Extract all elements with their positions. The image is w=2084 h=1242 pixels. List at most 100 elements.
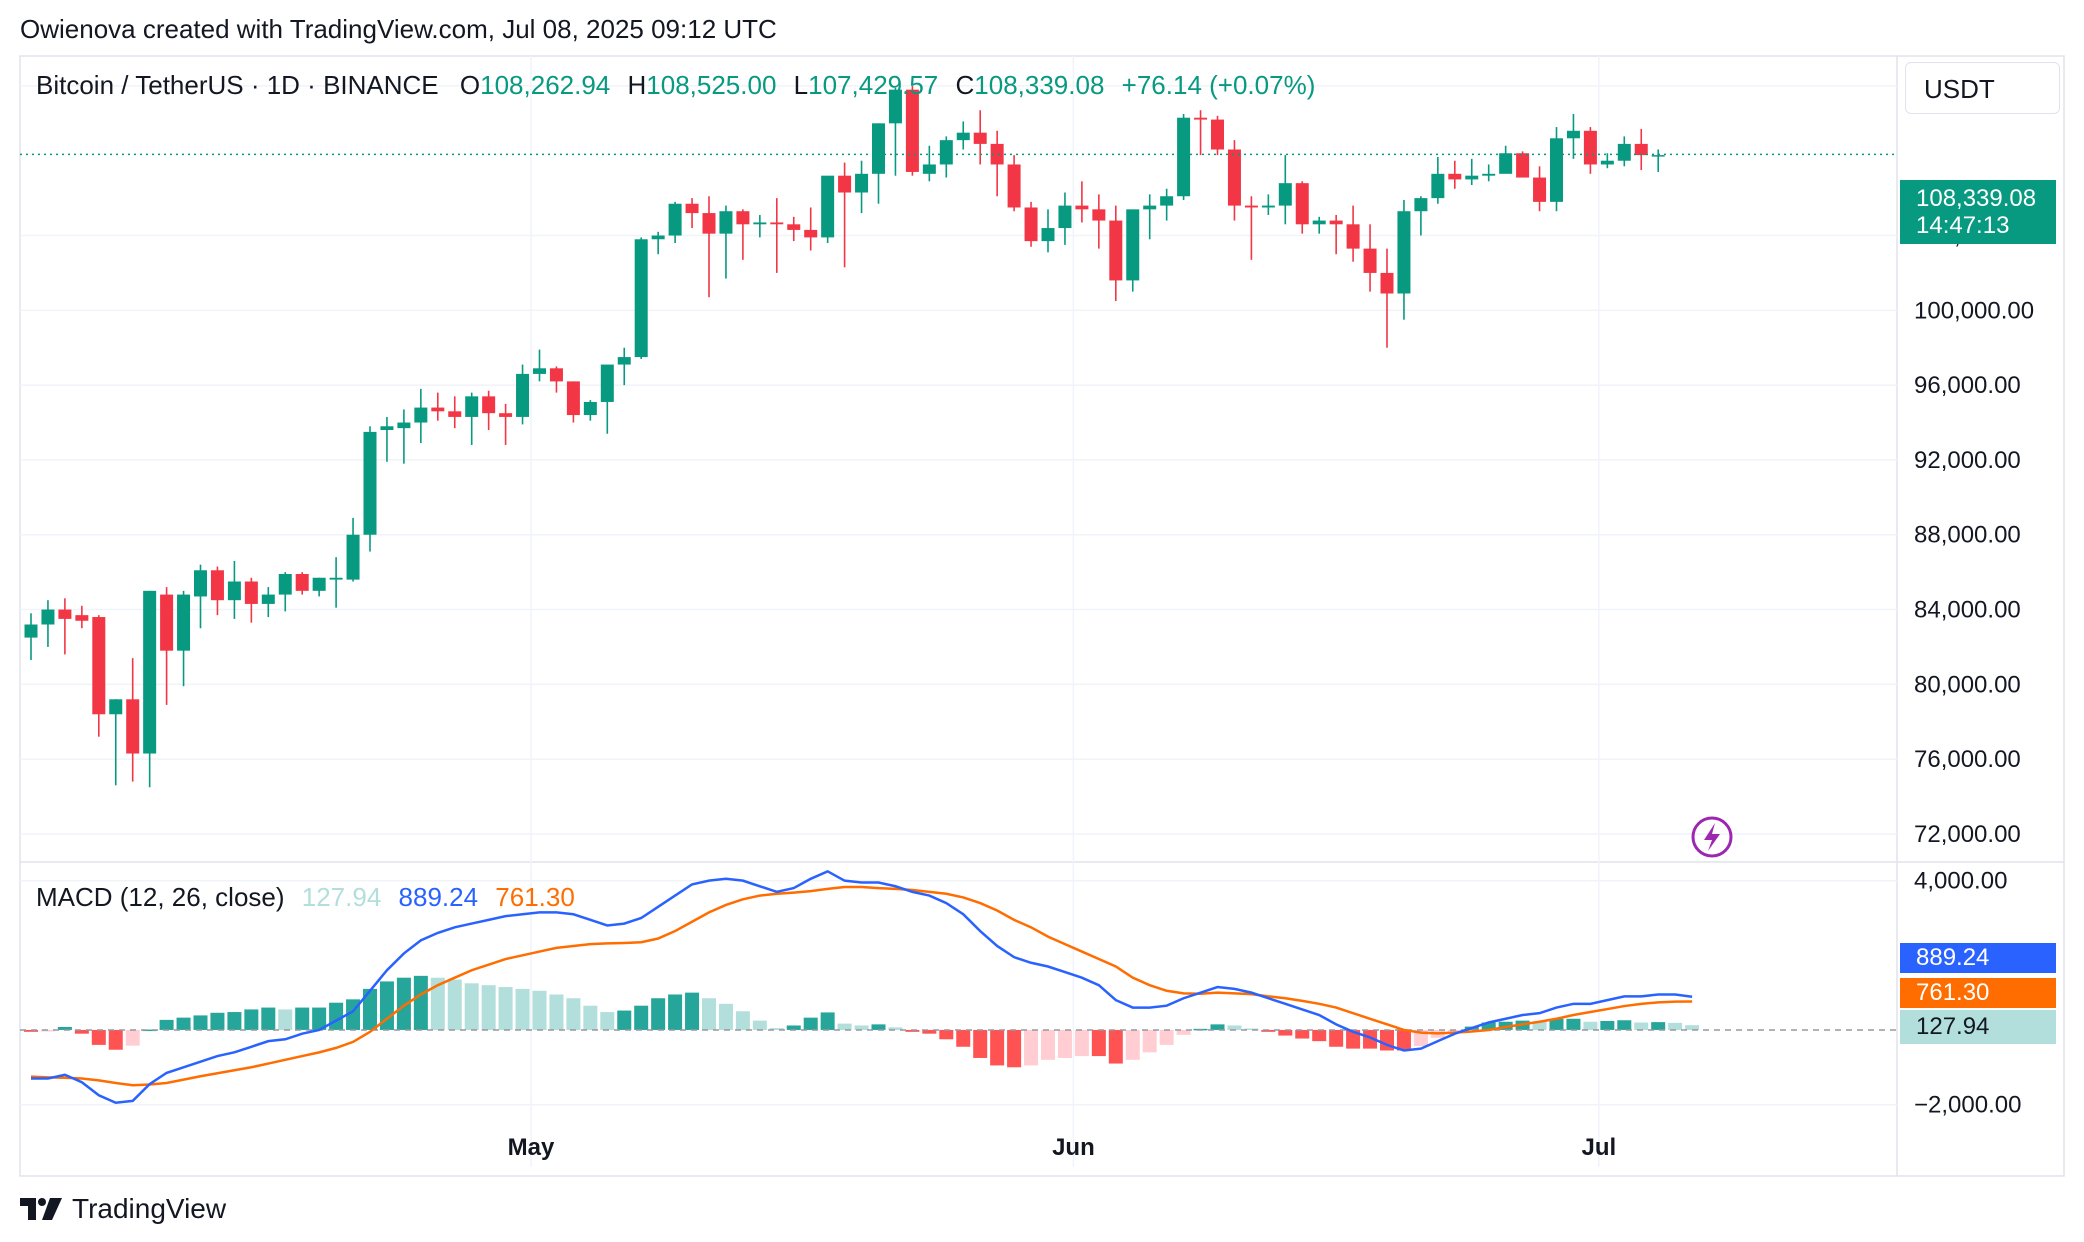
histogram-bar <box>1125 1029 1140 1060</box>
candle-body <box>973 132 987 144</box>
histogram-bar <box>278 1009 293 1030</box>
candle-body <box>1109 220 1123 281</box>
histogram-bar <box>227 1012 242 1030</box>
candle-body <box>1194 117 1208 120</box>
histogram-bar <box>718 1003 733 1030</box>
symbol-title[interactable]: Bitcoin / TetherUS · 1D · BINANCE <box>36 70 439 100</box>
currency-selector[interactable]: USDT <box>1905 62 2060 114</box>
histogram-bar <box>668 994 683 1030</box>
price-tick-label: 72,000.00 <box>1914 821 2021 848</box>
histogram-bar <box>159 1019 174 1030</box>
candle-body <box>1092 209 1106 221</box>
candle-body <box>583 401 597 416</box>
macd-legend: MACD (12, 26, close) 127.94 889.24 761.3… <box>36 882 575 913</box>
lightning-icon[interactable] <box>1691 816 1733 858</box>
histogram-bar <box>1617 1020 1632 1030</box>
histogram-bar <box>939 1029 954 1040</box>
candle-body <box>1346 224 1360 249</box>
histogram-bar <box>1600 1021 1615 1030</box>
open-label: O <box>459 70 481 100</box>
candle-body <box>804 229 818 238</box>
candle-body <box>414 407 428 423</box>
histogram-bar <box>1651 1022 1666 1030</box>
histogram-bar <box>244 1009 259 1030</box>
macd-line <box>31 869 1693 1105</box>
candle-body <box>1516 153 1530 178</box>
time-axis-ticks: May Jun Jul <box>508 1134 1617 1161</box>
candle-body <box>1465 175 1479 180</box>
histogram-bar <box>1566 1018 1581 1030</box>
candle-body <box>719 211 733 234</box>
candle-body <box>1533 177 1547 202</box>
candle-body <box>363 431 377 535</box>
candle-body <box>109 699 123 715</box>
close-value: 108,339.08 <box>974 70 1105 100</box>
candle-body <box>888 89 902 124</box>
price-tick-label: 84,000.00 <box>1914 597 2021 624</box>
price-tick-label: 92,000.00 <box>1914 447 2021 474</box>
candle-body <box>753 222 767 225</box>
histogram-bar <box>1108 1029 1123 1064</box>
histogram-bar <box>176 1017 191 1030</box>
last-price-value: 108,339.08 <box>1916 185 2037 212</box>
candle-body <box>143 590 157 754</box>
candle-body <box>1160 196 1174 206</box>
candle-body <box>227 581 241 601</box>
candle-body <box>855 173 869 193</box>
histogram-bar <box>1261 1029 1276 1032</box>
candle-body <box>702 213 716 234</box>
candle-body <box>194 570 207 597</box>
macd-line-tag: 889.24 <box>1900 943 2056 973</box>
histogram-bar <box>1227 1025 1242 1030</box>
histogram-bar <box>1396 1029 1411 1051</box>
candle-body <box>499 413 513 417</box>
histogram-bar <box>312 1007 327 1030</box>
ohlc-legend: Bitcoin / TetherUS · 1D · BINANCE O108,2… <box>36 70 1315 101</box>
candle-body <box>465 396 479 417</box>
histogram-bar <box>1176 1029 1191 1035</box>
macd-hist-value: 127.94 <box>301 882 382 912</box>
candle-body <box>516 373 530 417</box>
histogram-bar <box>515 988 530 1030</box>
histogram-bar <box>1583 1021 1598 1030</box>
histogram-bar <box>634 1005 649 1030</box>
macd-histogram <box>24 975 1700 1068</box>
candle-body <box>600 364 614 402</box>
histogram-tag: 127.94 <box>1900 1010 2056 1044</box>
candle-body <box>1397 211 1411 294</box>
candle-body <box>1617 143 1631 161</box>
histogram-bar <box>786 1025 801 1030</box>
candle-body <box>1600 160 1614 165</box>
candle-body <box>244 581 258 604</box>
candle-body <box>1414 198 1428 212</box>
histogram-bar <box>1634 1022 1649 1030</box>
tradingview-logo-icon <box>20 1198 62 1220</box>
candle-body <box>939 140 953 165</box>
histogram-bar <box>1024 1029 1039 1066</box>
candle-body <box>1007 164 1021 208</box>
histogram-bar <box>956 1029 971 1047</box>
candle-body <box>261 594 275 604</box>
histogram-bar <box>481 985 496 1030</box>
candle-body <box>210 570 224 601</box>
candle-body <box>533 368 546 374</box>
time-tick-label: May <box>508 1134 555 1161</box>
histogram-bar <box>363 988 377 1030</box>
macd-title[interactable]: MACD (12, 26, close) <box>36 882 285 912</box>
histogram-bar <box>905 1029 920 1032</box>
histogram-bar <box>566 998 581 1030</box>
histogram-bar <box>549 994 564 1030</box>
histogram-bar <box>1007 1029 1022 1068</box>
tradingview-logo[interactable]: TradingView <box>20 1193 226 1225</box>
histogram-bar <box>990 1029 1005 1066</box>
candle-body <box>1431 173 1445 199</box>
candle-body <box>329 577 343 580</box>
histogram-bar <box>871 1024 886 1030</box>
candle-body <box>1227 149 1241 206</box>
histogram-bar <box>685 992 700 1030</box>
candle-body <box>278 574 292 595</box>
histogram-bar <box>1057 1029 1072 1058</box>
histogram-bar <box>1363 1029 1378 1049</box>
histogram-bar <box>413 975 428 1030</box>
